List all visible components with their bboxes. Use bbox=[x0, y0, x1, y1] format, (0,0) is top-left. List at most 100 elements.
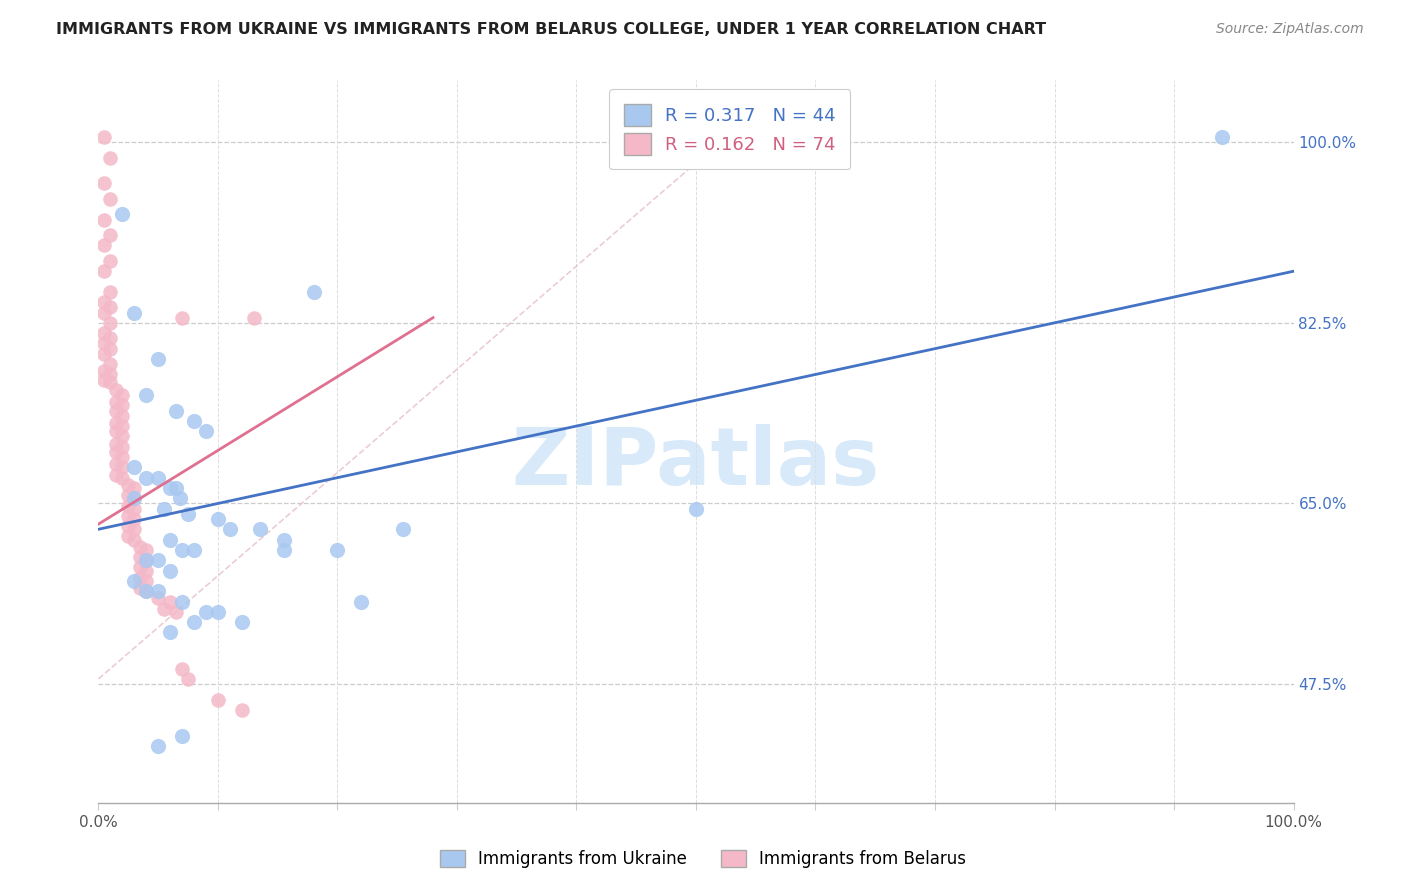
Point bbox=[685, 501, 707, 516]
Point bbox=[111, 409, 134, 423]
Point bbox=[93, 212, 115, 227]
Point bbox=[159, 564, 181, 578]
Point bbox=[93, 347, 115, 361]
Point bbox=[1211, 130, 1233, 145]
Point bbox=[231, 615, 253, 630]
Point bbox=[195, 605, 218, 619]
Point bbox=[98, 228, 122, 243]
Point bbox=[165, 403, 187, 417]
Point bbox=[135, 553, 157, 567]
Point bbox=[183, 542, 205, 557]
Point bbox=[105, 424, 128, 438]
Point bbox=[124, 491, 146, 506]
Point bbox=[124, 522, 146, 536]
Point bbox=[117, 529, 139, 543]
Point bbox=[302, 285, 325, 299]
Point bbox=[111, 388, 134, 402]
Point bbox=[326, 542, 349, 557]
Legend: R = 0.317   N = 44, R = 0.162   N = 74: R = 0.317 N = 44, R = 0.162 N = 74 bbox=[609, 89, 851, 169]
Point bbox=[105, 383, 128, 397]
Point bbox=[172, 542, 194, 557]
Point bbox=[98, 375, 122, 389]
Point bbox=[172, 662, 194, 676]
Point bbox=[153, 601, 176, 615]
Point bbox=[177, 672, 200, 686]
Point bbox=[98, 301, 122, 315]
Point bbox=[148, 553, 170, 567]
Point bbox=[105, 445, 128, 459]
Point bbox=[93, 264, 115, 278]
Point bbox=[111, 471, 134, 485]
Point bbox=[153, 501, 176, 516]
Point bbox=[148, 471, 170, 485]
Point bbox=[93, 336, 115, 351]
Point bbox=[243, 310, 266, 325]
Point bbox=[124, 512, 146, 526]
Point bbox=[148, 739, 170, 753]
Point bbox=[231, 703, 253, 717]
Point bbox=[98, 342, 122, 356]
Point bbox=[117, 508, 139, 523]
Point bbox=[93, 373, 115, 387]
Point bbox=[124, 491, 146, 506]
Point bbox=[98, 192, 122, 206]
Point bbox=[93, 177, 115, 191]
Point bbox=[207, 692, 229, 706]
Point bbox=[165, 481, 187, 495]
Point bbox=[124, 460, 146, 475]
Point bbox=[135, 553, 157, 567]
Text: IMMIGRANTS FROM UKRAINE VS IMMIGRANTS FROM BELARUS COLLEGE, UNDER 1 YEAR CORRELA: IMMIGRANTS FROM UKRAINE VS IMMIGRANTS FR… bbox=[56, 22, 1046, 37]
Point bbox=[98, 331, 122, 345]
Point bbox=[169, 491, 191, 506]
Point bbox=[207, 605, 229, 619]
Point bbox=[117, 488, 139, 502]
Point bbox=[159, 481, 181, 495]
Point bbox=[148, 591, 170, 606]
Point bbox=[183, 414, 205, 428]
Point bbox=[273, 533, 295, 547]
Point bbox=[117, 478, 139, 492]
Point bbox=[105, 457, 128, 471]
Point bbox=[124, 501, 146, 516]
Point bbox=[117, 519, 139, 533]
Point bbox=[129, 571, 152, 585]
Point bbox=[350, 594, 373, 608]
Point bbox=[159, 533, 181, 547]
Point bbox=[172, 310, 194, 325]
Point bbox=[98, 151, 122, 165]
Point bbox=[98, 357, 122, 371]
Point bbox=[124, 533, 146, 547]
Point bbox=[111, 450, 134, 464]
Point bbox=[159, 625, 181, 640]
Point bbox=[195, 424, 218, 438]
Point bbox=[98, 285, 122, 299]
Text: ZIPatlas: ZIPatlas bbox=[512, 425, 880, 502]
Point bbox=[111, 460, 134, 475]
Point bbox=[135, 584, 157, 599]
Point bbox=[135, 574, 157, 588]
Point bbox=[172, 594, 194, 608]
Point bbox=[124, 305, 146, 319]
Point bbox=[93, 295, 115, 310]
Point bbox=[111, 207, 134, 221]
Point bbox=[105, 436, 128, 450]
Point bbox=[183, 615, 205, 630]
Point bbox=[111, 440, 134, 454]
Point bbox=[148, 351, 170, 366]
Point bbox=[172, 729, 194, 743]
Point bbox=[124, 481, 146, 495]
Point bbox=[105, 416, 128, 430]
Point bbox=[93, 238, 115, 252]
Point bbox=[135, 584, 157, 599]
Point bbox=[98, 316, 122, 330]
Point bbox=[159, 594, 181, 608]
Point bbox=[219, 522, 242, 536]
Point bbox=[93, 130, 115, 145]
Point bbox=[135, 388, 157, 402]
Legend: Immigrants from Ukraine, Immigrants from Belarus: Immigrants from Ukraine, Immigrants from… bbox=[433, 843, 973, 875]
Point bbox=[129, 540, 152, 554]
Point bbox=[111, 429, 134, 443]
Point bbox=[249, 522, 271, 536]
Point bbox=[165, 605, 187, 619]
Point bbox=[98, 368, 122, 382]
